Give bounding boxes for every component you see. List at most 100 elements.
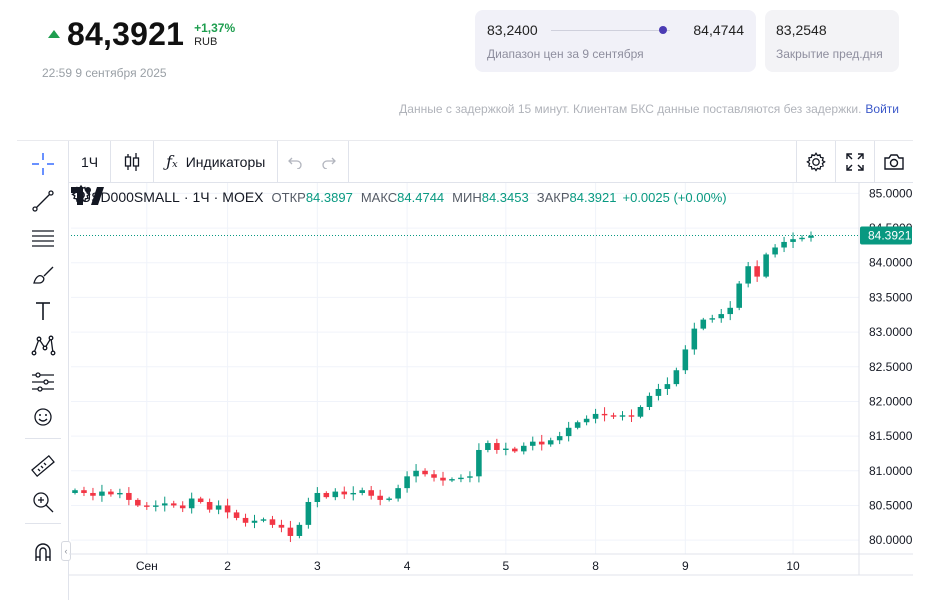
ruler-tool[interactable] xyxy=(27,451,59,481)
pattern-icon xyxy=(31,335,56,356)
candle-body xyxy=(368,490,374,496)
candle-body xyxy=(512,448,518,452)
axis-settings-icon[interactable] xyxy=(69,183,93,207)
y-axis-tick-label: 84.0000 xyxy=(869,256,913,270)
zoom-tool[interactable] xyxy=(27,487,59,517)
candle-body xyxy=(754,266,760,277)
candle-body xyxy=(556,436,563,441)
candle-body xyxy=(574,422,581,428)
interval-button[interactable]: 1Ч xyxy=(69,140,112,183)
candle-body xyxy=(117,492,123,495)
candle-body xyxy=(476,449,482,477)
candle-body xyxy=(682,349,689,371)
y-axis-tick-label: 83.0000 xyxy=(869,325,913,339)
legend-low-label: МИН xyxy=(452,190,482,205)
emoji-tool[interactable] xyxy=(27,402,59,432)
candle-body xyxy=(808,235,814,238)
crosshair-tool[interactable] xyxy=(27,149,59,179)
candle-body xyxy=(126,492,132,500)
candle-body xyxy=(467,476,473,478)
prev-close-card: 83,2548 Закрытие пред.дня xyxy=(765,10,899,72)
candle-body xyxy=(269,519,276,525)
candle-body xyxy=(772,247,778,255)
current-price: 84,3921 xyxy=(67,15,185,52)
candle-body xyxy=(718,314,725,319)
candlestick-chart[interactable]: 85.000084.500084.000083.500083.000082.50… xyxy=(69,183,913,600)
candle-body xyxy=(601,413,608,416)
crosshair-icon xyxy=(32,153,54,175)
delay-notice-text: Данные с задержкой 15 минут. Клиентам БК… xyxy=(399,102,862,116)
legend-exchange: MOEX xyxy=(222,189,264,205)
legend-change-value: +0.0025 (+0.00%) xyxy=(622,190,727,205)
x-axis-tick-label: 3 xyxy=(314,559,321,573)
candle-body xyxy=(206,501,213,510)
text-tool[interactable] xyxy=(27,296,59,326)
y-axis-tick-label: 82.5000 xyxy=(869,360,913,374)
candle-body xyxy=(592,413,599,419)
x-axis-tick-label: 8 xyxy=(592,559,599,573)
x-axis-tick-label: 4 xyxy=(404,559,411,573)
undo-button[interactable] xyxy=(278,141,312,183)
candle-body xyxy=(215,505,222,510)
candle-body xyxy=(655,388,662,396)
last-price-badge xyxy=(860,226,912,245)
redo-button[interactable] xyxy=(312,140,350,183)
chart-type-button[interactable] xyxy=(111,140,155,183)
legend-symbol: USD000SMALL xyxy=(81,189,180,205)
candle-body xyxy=(449,479,455,481)
brush-tool[interactable] xyxy=(27,260,59,290)
candle-body xyxy=(520,445,527,452)
price-up-arrow-icon xyxy=(48,30,60,38)
candle-body xyxy=(161,503,168,506)
candle-body xyxy=(260,519,267,521)
candle-body xyxy=(413,470,419,477)
candle-body xyxy=(144,505,150,507)
candle-body xyxy=(152,505,159,507)
legend-interval: 1Ч xyxy=(192,189,210,205)
legend-high-value: 84.4744 xyxy=(397,190,445,205)
camera-icon xyxy=(884,154,904,170)
day-range-low: 83,2400 xyxy=(487,22,538,38)
legend-close-value: 84.3921 xyxy=(569,190,617,205)
day-range-marker xyxy=(658,26,667,34)
candle-body xyxy=(547,440,554,445)
candle-body xyxy=(108,491,114,495)
fullscreen-button[interactable] xyxy=(835,141,874,183)
delay-notice: Данные с задержкой 15 минут. Клиентам БК… xyxy=(399,102,899,116)
legend-separator: · xyxy=(213,189,219,205)
trend-line-tool[interactable] xyxy=(27,186,59,216)
candle-body xyxy=(664,384,671,389)
text-icon xyxy=(36,302,50,320)
chart-widget: ‹ 1Ч ƒₓ Индикаторы 85.0000 xyxy=(17,140,913,600)
candle-body xyxy=(296,524,303,536)
magnet-tool[interactable] xyxy=(27,537,59,567)
pattern-tool[interactable] xyxy=(27,331,59,361)
candle-body xyxy=(529,441,536,446)
brush-icon xyxy=(33,266,54,284)
candle-body xyxy=(386,498,392,500)
candle-body xyxy=(90,492,96,496)
price-block: 84,3921 +1,37% RUB xyxy=(48,14,235,54)
toolbar-collapse-button[interactable]: ‹ xyxy=(61,541,71,561)
login-link[interactable]: Войти xyxy=(865,102,899,116)
fib-lines-tool[interactable] xyxy=(27,223,59,253)
chart-area[interactable]: 85.000084.500084.000083.500083.000082.50… xyxy=(69,183,913,600)
ruler-icon xyxy=(31,454,55,478)
candle-body xyxy=(350,492,357,495)
candle-body xyxy=(377,495,383,500)
candle-body xyxy=(610,415,617,417)
undo-icon xyxy=(288,157,302,169)
forecast-tool[interactable] xyxy=(27,367,59,397)
day-range-caption: Диапазон цен за 9 сентября xyxy=(487,47,644,61)
candle-body xyxy=(458,477,464,480)
candle-body xyxy=(565,427,572,437)
screenshot-button[interactable] xyxy=(874,141,913,183)
chart-settings-button[interactable] xyxy=(796,141,835,183)
legend-low-value: 84.3453 xyxy=(481,190,529,205)
day-range-card: 83,2400 84,4744 Диапазон цен за 9 сентяб… xyxy=(475,10,756,72)
fullscreen-icon xyxy=(846,153,864,171)
indicators-button[interactable]: ƒₓ Индикаторы xyxy=(154,140,279,183)
prev-close-value: 83,2548 xyxy=(776,22,827,38)
candle-body xyxy=(673,370,680,385)
candle-body xyxy=(637,406,644,417)
